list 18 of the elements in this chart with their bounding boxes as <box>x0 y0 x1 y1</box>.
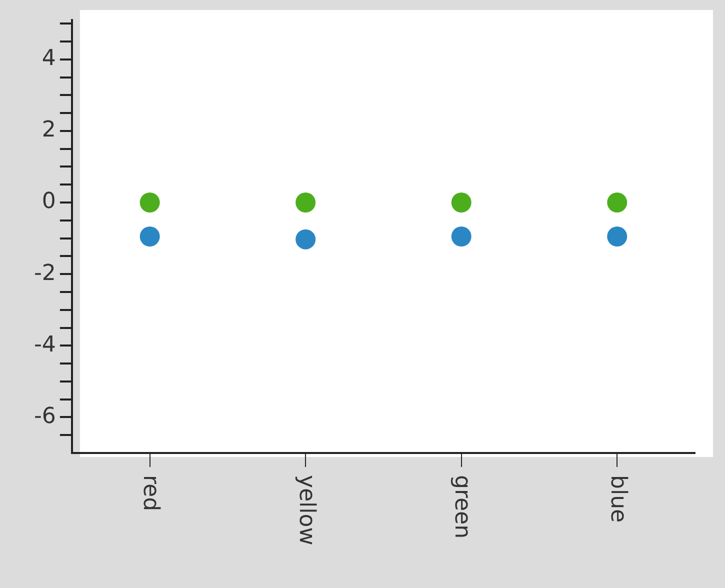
y-tick-label: -6 <box>34 404 56 429</box>
point <box>607 192 628 213</box>
x-tick-label: green <box>450 475 475 539</box>
point <box>451 192 472 213</box>
point <box>140 192 160 213</box>
x-tick-label: red <box>138 475 164 512</box>
y-tick-label: 0 <box>42 189 56 214</box>
x-tick-label: blue <box>605 475 630 523</box>
point <box>296 229 316 250</box>
y-tick-label: 4 <box>42 46 56 72</box>
point <box>296 192 316 213</box>
point <box>607 226 628 246</box>
point <box>140 226 160 246</box>
point <box>451 226 472 246</box>
y-tick-label: -4 <box>34 332 56 358</box>
y-tick-label: 2 <box>42 118 56 143</box>
x-tick-label: yellow <box>294 475 319 546</box>
y-tick-label: -2 <box>34 260 56 286</box>
